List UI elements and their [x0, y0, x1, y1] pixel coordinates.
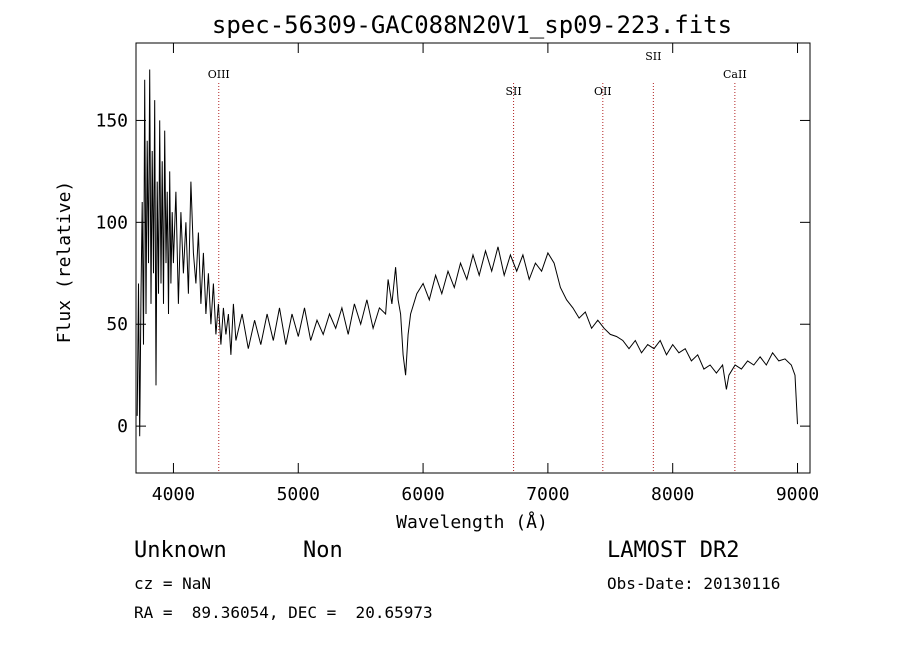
chart-title: spec-56309-GAC088N20V1_sp09-223.fits: [212, 11, 732, 39]
line-label-caii: CaII: [723, 68, 747, 81]
survey-name: LAMOST DR2: [607, 538, 740, 563]
x-tick-label: 8000: [651, 484, 694, 505]
line-label-sii: SII: [505, 85, 521, 98]
y-axis-label: Flux (relative): [54, 181, 75, 344]
x-tick-label: 5000: [277, 484, 320, 505]
redshift-cz: cz = NaN: [134, 574, 212, 593]
line-label-oii: OII: [594, 85, 612, 98]
object-subclass: Non: [303, 538, 343, 563]
spectral-line-markers: OIII SII OII SII CaII: [208, 50, 747, 473]
line-label-oiii: OIII: [208, 68, 230, 81]
x-tick-label: 7000: [526, 484, 569, 505]
y-tick-label: 0: [117, 416, 128, 437]
plot-frame: [135, 42, 811, 474]
x-axis-label: Wavelength (Å): [396, 511, 548, 533]
object-class: Unknown: [134, 538, 227, 563]
x-tick-label: 9000: [776, 484, 819, 505]
y-tick-label: 100: [95, 212, 128, 233]
observation-date: Obs-Date: 20130116: [607, 574, 781, 593]
coordinates: RA = 89.36054, DEC = 20.65973: [134, 603, 433, 622]
y-tick-label: 150: [95, 110, 128, 131]
x-tick-label: 6000: [401, 484, 444, 505]
y-tick-label: 50: [106, 314, 128, 335]
spectrum-line: [136, 69, 798, 437]
y-axis: 0 50 100 150: [95, 110, 810, 437]
x-tick-label: 4000: [152, 484, 195, 505]
x-axis: 4000 5000 6000 7000 8000 9000: [152, 43, 819, 505]
line-label-sii: SII: [645, 50, 661, 63]
